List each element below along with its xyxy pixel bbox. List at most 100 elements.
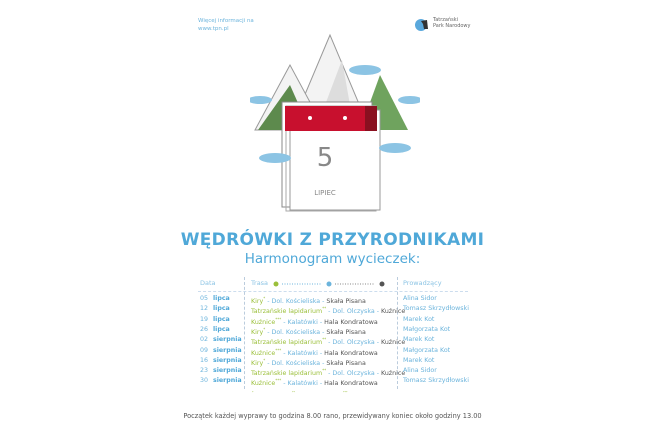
poster-title: WĘDRÓWKI Z PRZYRODNIKAMI (180, 230, 485, 250)
route-segment: Skała Pisana (326, 328, 366, 336)
route-segment: Kuźnice (381, 308, 406, 316)
route-segment: ** (322, 306, 327, 312)
month: sierpnia (213, 377, 242, 385)
table-row-date: 19 lipca (200, 315, 230, 325)
table-row-leader: Alina Sidor (403, 367, 437, 375)
day: 02 (200, 336, 209, 344)
table-row-date: 02 sierpnia (200, 335, 242, 345)
route-segment: Hala Kondratowa (324, 318, 378, 326)
table-row-leader: Tomasz Skrzydłowski (403, 305, 469, 313)
table-row-leader: Małgorzata Kot (403, 346, 451, 354)
footnote-1: * (252, 390, 254, 394)
route-segment: Kiry (251, 298, 264, 306)
tpn-logo: Tatrzański Park Narodowy (415, 17, 471, 31)
month: sierpnia (213, 336, 242, 344)
day: 12 (200, 305, 209, 313)
route-segment: Tatrzańskie lapidarium (251, 370, 323, 378)
table-row-date: 30 sierpnia (200, 376, 242, 386)
table-row-leader: Marek Kot (403, 315, 435, 323)
route-segment: Kuźnice (381, 339, 406, 347)
table-row-route: Tatrzańskie lapidarium** - Dol. Olczyska… (251, 335, 406, 347)
route-segment: - Dol. Olczyska - (326, 370, 381, 378)
route-segment: * (263, 326, 266, 332)
mountain-calendar-illustration (250, 33, 420, 212)
chamois-logo-icon (415, 19, 428, 31)
route-segment: Kiry (251, 328, 264, 336)
day: 26 (200, 325, 209, 333)
divider (244, 277, 245, 389)
table-row-leader: Alina Sidor (403, 295, 437, 302)
month: lipca (213, 315, 230, 323)
day: 05 (200, 295, 209, 302)
website-link[interactable]: www.tpn.pl (198, 26, 229, 32)
route-segment: Skała Pisana (326, 298, 366, 306)
table-row-date: 26 lipca (200, 325, 230, 335)
table-row-date: 23 sierpnia (200, 366, 242, 376)
footer-note: Początek każdej wyprawy to godzina 8.00 … (183, 412, 482, 420)
table-row-route: Tatrzańskie lapidarium** - Dol. Olczyska… (251, 366, 406, 378)
day: 09 (200, 346, 209, 354)
table-row-date: 09 sierpnia (200, 346, 242, 356)
logo-line1: Tatrzański (433, 17, 459, 23)
logo-line2: Park Narodowy (433, 23, 471, 29)
divider (198, 291, 468, 292)
route-segment: *** (275, 316, 282, 322)
route-segment: Hala Kondratowa (324, 349, 378, 357)
route-segment: Hala Kondratowa (324, 380, 378, 388)
route-legend-arrows (273, 281, 385, 287)
header-route: Trasa (251, 279, 269, 287)
footnote-3: *** (343, 390, 348, 394)
table-row-date: 16 sierpnia (200, 356, 242, 366)
more-info: Więcej informacji na www.tpn.pl (198, 17, 254, 33)
route-segment: Tatrzańskie lapidarium (251, 308, 323, 316)
table-row-leader: Marek Kot (403, 336, 435, 344)
route-segment: - Dol. Olczyska - (326, 308, 381, 316)
table-row-leader: Tomasz Skrzydłowski (403, 377, 469, 385)
header-leader: Prowadzący (403, 279, 442, 287)
calendar-month: LIPIEC (314, 189, 336, 197)
table-row-route: Kiry* - Dol. Kościeliska - Skała Pisana (251, 294, 366, 306)
route-segment: Kuźnice (251, 380, 276, 388)
header-date: Data (200, 279, 216, 287)
route-segment: - Kalatówki - (281, 318, 325, 326)
route-segment: * (263, 357, 266, 363)
month: sierpnia (213, 356, 242, 364)
cloud-icons (250, 65, 420, 163)
table-row-leader: Marek Kot (403, 356, 435, 364)
month: sierpnia (213, 367, 242, 375)
table-row-route: Kuźnice*** - Kalatówki - Hala Kondratowa (251, 315, 378, 326)
info-text: Więcej informacji na (198, 18, 254, 24)
day: 16 (200, 356, 209, 364)
day: 19 (200, 315, 209, 323)
route-segment: ** (322, 368, 327, 374)
route-segment: * (263, 296, 266, 301)
route-segment: Kuźnice (251, 318, 276, 326)
table-row-route: Kuźnice*** - Kalatówki - Hala Kondratowa (251, 346, 378, 357)
route-segment: Tatrzańskie lapidarium (251, 339, 323, 347)
route-segment: Kuźnice (381, 370, 406, 378)
table-row-date: 05 lipca (200, 294, 230, 304)
table-row-date: 12 lipca (200, 304, 230, 314)
route-segment: ** (322, 337, 327, 343)
table-row-leader: Małgorzata Kot (403, 325, 451, 333)
month: sierpnia (213, 346, 242, 354)
footnote-2: ** (292, 390, 295, 394)
route-segment: - Dol. Kościeliska - (265, 359, 327, 367)
calendar-day: 5 (316, 143, 334, 173)
month: lipca (213, 325, 230, 333)
month: lipca (213, 305, 230, 313)
route-segment: - Dol. Kościeliska - (265, 328, 327, 336)
route-segment: - Kalatówki - (281, 349, 325, 357)
route-segment: - Dol. Olczyska - (326, 339, 381, 347)
day: 23 (200, 367, 209, 375)
route-segment: *** (275, 347, 282, 353)
table-row-route: Kuźnice*** - Kalatówki - Hala Kondratowa (251, 376, 378, 388)
route-segment: Kiry (251, 359, 264, 367)
route-segment: - Kalatówki - (281, 380, 325, 388)
route-segment: *** (275, 378, 282, 384)
route-segment: Kuźnice (251, 349, 276, 357)
route-segment: Skała Pisana (326, 359, 366, 367)
table-row-route: Kiry* - Dol. Kościeliska - Skała Pisana (251, 325, 366, 336)
divider (397, 277, 398, 389)
month: lipca (213, 295, 230, 302)
